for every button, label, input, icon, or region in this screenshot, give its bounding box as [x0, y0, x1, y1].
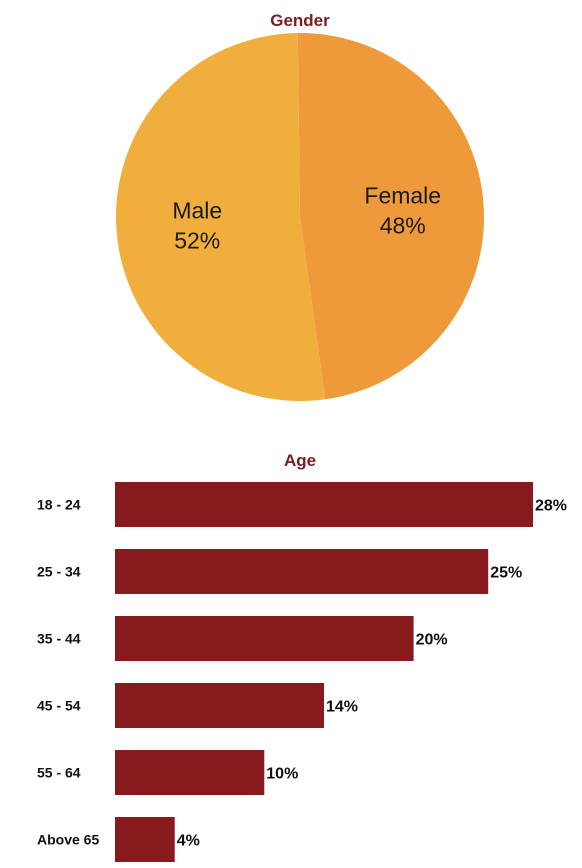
bar-above-65 — [115, 817, 175, 862]
gender-chart-title: Gender — [270, 11, 330, 30]
bar-category-label: 25 - 34 — [37, 564, 81, 580]
pie-labels: Female 48% Male 52% — [172, 182, 441, 253]
pie-slices — [116, 33, 485, 401]
bar-category-label: 35 - 44 — [37, 631, 81, 647]
bar-value-label: 10% — [266, 766, 298, 783]
bar-45-54 — [115, 683, 324, 728]
pie-slice-male — [116, 33, 326, 401]
age-chart-title: Age — [284, 451, 316, 470]
pie-label-female: Female — [364, 182, 441, 208]
bar-25-34 — [115, 549, 489, 594]
gender-pie-chart: Gender Female 48% Male 52% — [116, 11, 485, 401]
bar-category-label: Above 65 — [37, 832, 99, 848]
bar-value-label: 28% — [535, 498, 567, 515]
bar-55-64 — [115, 750, 265, 795]
bar-value-label: 4% — [177, 833, 200, 850]
bar-value-label: 20% — [416, 632, 448, 649]
pie-value-male: 52% — [174, 228, 220, 254]
bar-value-label: 25% — [490, 565, 522, 582]
pie-slice-female — [297, 33, 485, 400]
bar-value-label: 14% — [326, 699, 358, 716]
bar-18-24 — [115, 482, 533, 527]
pie-label-male: Male — [172, 198, 222, 224]
pie-value-female: 48% — [380, 212, 426, 238]
bar-category-label: 55 - 64 — [37, 765, 81, 781]
age-bar-chart: Age 18 - 24 28% 25 - 34 25% 35 - 44 20% 45 - 5… — [37, 451, 567, 862]
bar-35-44 — [115, 616, 414, 661]
bars: 18 - 24 28% 25 - 34 25% 35 - 44 20% 45 - 54 14%… — [37, 482, 567, 862]
bar-category-label: 18 - 24 — [37, 497, 81, 513]
bar-category-label: 45 - 54 — [37, 698, 81, 714]
